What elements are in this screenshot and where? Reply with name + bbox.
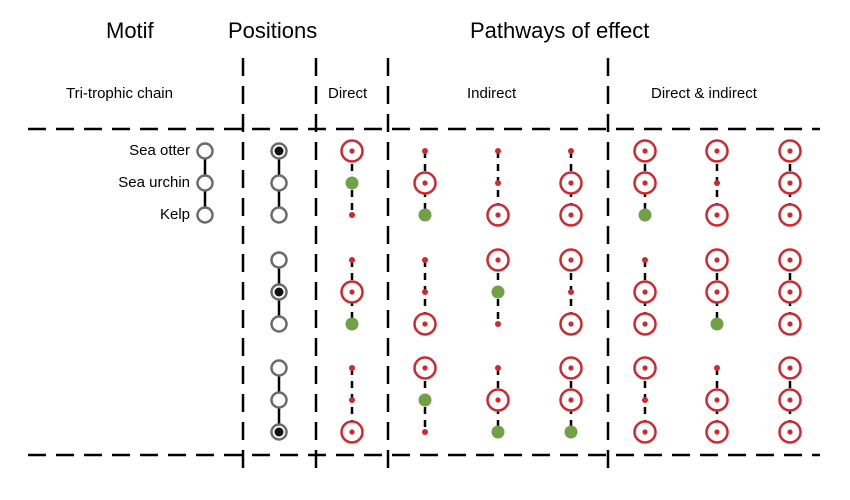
position-node-top-kelp [270,206,288,224]
direct-chain-middle-small-dot-0 [349,257,355,263]
indirect-chain-top-2-small-dot-0 [495,148,501,154]
direct-chain-bottom-target-center-2 [349,429,355,435]
indirect-chain-middle-3-small-dot-1 [568,289,574,295]
direct-chain-top-target-center-0 [349,148,355,154]
subheader-direct: Direct [328,85,368,102]
indirect-chain-bottom-2-target-center-1 [495,397,501,403]
direct-chain-top-origin-dot-1 [345,176,359,190]
indirect-chain-middle-1-small-dot-1 [422,289,428,295]
header-pathways: Pathways of effect [470,18,650,43]
direct-indirect-chain-middle-1-small-dot-0 [642,257,648,263]
indirect-chain-bottom-1-origin-dot-1 [418,393,432,407]
indirect-chain-middle-1-small-dot-0 [422,257,428,263]
direct-indirect-chain-bottom-2-target-center-1 [714,397,720,403]
direct-indirect-chain-bottom-1-target-center-0 [642,365,648,371]
direct-indirect-chain-middle-1-target-center-2 [642,321,648,327]
direct-chain-bottom-small-dot-0 [349,365,355,371]
indirect-chain-bottom-2-origin-dot-2 [491,425,505,439]
direct-indirect-chain-middle-3-target-center-2 [787,321,793,327]
direct-chain-bottom-small-dot-1 [349,397,355,403]
species-label-kelp: Kelp [159,206,190,223]
direct-indirect-chain-top-3-target-center-0 [787,148,793,154]
species-label-sea-otter: Sea otter [129,142,190,159]
indirect-chain-top-1-target-center-1 [422,180,428,186]
indirect-chain-bottom-3-origin-dot-2 [564,425,578,439]
direct-indirect-chain-middle-2-origin-dot-2 [710,317,724,331]
direct-indirect-chain-top-2-target-center-2 [714,212,720,218]
direct-indirect-chain-middle-3-target-center-1 [787,289,793,295]
pathway-chains [340,139,802,444]
position-marker-top [274,146,284,156]
indirect-chain-top-2-target-center-2 [495,212,501,218]
direct-indirect-chain-middle-2-target-center-1 [714,289,720,295]
motif-node-sea-otter [196,142,214,160]
direct-indirect-chain-bottom-3-target-center-1 [787,397,793,403]
position-marker-middle [274,287,284,297]
subheader-indirect: Indirect [467,85,517,102]
header-motif: Motif [106,18,154,43]
position-marker-bottom [274,427,284,437]
direct-indirect-chain-top-2-small-dot-1 [714,180,720,186]
indirect-chain-top-1-small-dot-0 [422,148,428,154]
direct-indirect-chain-middle-1-target-center-1 [642,289,648,295]
subheader-tri-trophic-chain: Tri-trophic chain [66,85,173,102]
indirect-chain-middle-2-origin-dot-1 [491,285,505,299]
direct-chain-top-small-dot-2 [349,212,355,218]
direct-indirect-chain-bottom-1-target-center-2 [642,429,648,435]
direct-indirect-chain-top-2-target-center-0 [714,148,720,154]
direct-indirect-chain-middle-2-target-center-0 [714,257,720,263]
motif-node-sea-urchin [196,174,214,192]
indirect-chain-bottom-2-small-dot-0 [495,365,501,371]
indirect-chain-top-2-small-dot-1 [495,180,501,186]
position-node-middle-kelp [270,315,288,333]
direct-indirect-chain-bottom-2-small-dot-0 [714,365,720,371]
position-node-top-sea-urchin [270,174,288,192]
direct-indirect-chain-bottom-3-target-center-2 [787,429,793,435]
position-node-middle-sea-otter [270,251,288,269]
indirect-chain-middle-3-target-center-0 [568,257,574,263]
direct-chain-middle-target-center-1 [349,289,355,295]
header-positions: Positions [228,18,318,43]
indirect-chain-top-3-small-dot-0 [568,148,574,154]
indirect-chain-bottom-1-target-center-0 [422,365,428,371]
direct-indirect-chain-bottom-3-target-center-0 [787,365,793,371]
direct-indirect-chain-middle-3-target-center-0 [787,257,793,263]
position-node-bottom-sea-otter [270,359,288,377]
motif-node-kelp [196,206,214,224]
indirect-chain-bottom-3-target-center-1 [568,397,574,403]
subheader-direct-indirect: Direct & indirect [651,85,757,102]
direct-indirect-chain-bottom-1-small-dot-1 [642,397,648,403]
indirect-chain-top-1-origin-dot-2 [418,208,432,222]
direct-indirect-chain-top-1-target-center-0 [642,148,648,154]
direct-chain-middle-origin-dot-2 [345,317,359,331]
indirect-chain-middle-3-target-center-2 [568,321,574,327]
direct-indirect-chain-bottom-2-target-center-2 [714,429,720,435]
indirect-chain-middle-2-small-dot-2 [495,321,501,327]
indirect-chain-middle-1-target-center-2 [422,321,428,327]
position-node-bottom-sea-urchin [270,391,288,409]
direct-indirect-chain-top-3-target-center-2 [787,212,793,218]
indirect-chain-middle-2-target-center-0 [495,257,501,263]
indirect-chain-bottom-3-target-center-0 [568,365,574,371]
indirect-chain-top-3-target-center-2 [568,212,574,218]
indirect-chain-bottom-1-small-dot-2 [422,429,428,435]
direct-indirect-chain-top-3-target-center-1 [787,180,793,186]
position-chains [270,142,288,441]
direct-indirect-chain-top-1-origin-dot-2 [638,208,652,222]
species-label-sea-urchin: Sea urchin [118,174,190,191]
indirect-chain-top-3-target-center-1 [568,180,574,186]
grid-lines [28,58,820,470]
direct-indirect-chain-top-1-target-center-1 [642,180,648,186]
motif-chain [196,142,214,224]
